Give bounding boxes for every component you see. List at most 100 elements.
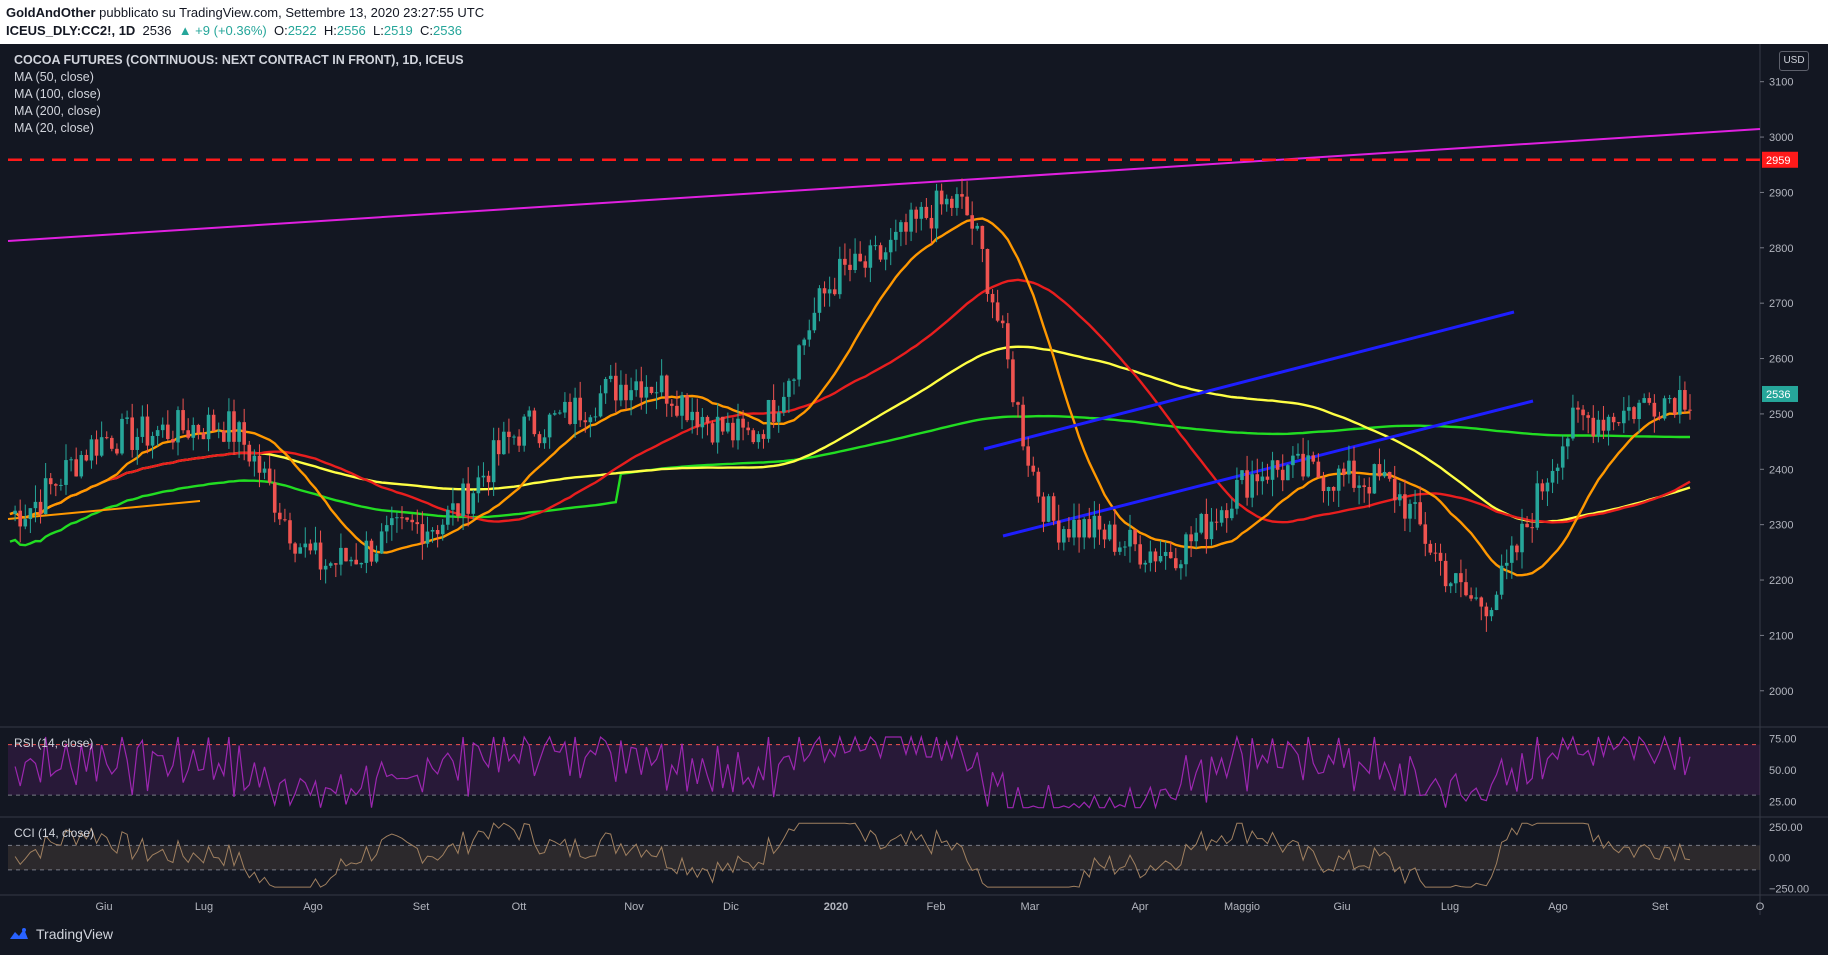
candle-body	[1632, 407, 1636, 420]
candle-body	[1148, 551, 1153, 563]
candle-body	[573, 397, 577, 424]
candle-body	[425, 531, 430, 544]
candle-body	[1469, 595, 1473, 599]
candle-body	[756, 434, 761, 443]
candle-body	[1189, 534, 1193, 542]
candle-body	[934, 190, 939, 229]
candle-body	[868, 245, 873, 268]
tradingview-icon	[10, 928, 28, 939]
resistance-price-label: 2959	[1766, 155, 1790, 167]
candle-body	[1515, 545, 1519, 553]
legend-ma200[interactable]: MA (200, close)	[14, 104, 101, 118]
high-value: 2556	[336, 23, 366, 38]
candle-body	[390, 518, 394, 526]
candle-body	[741, 418, 745, 428]
candle-body	[1387, 471, 1392, 479]
candle-body	[1316, 461, 1321, 478]
candle-body	[339, 547, 343, 565]
candle-body	[939, 190, 944, 205]
candle-body	[1179, 564, 1183, 569]
candle-body	[89, 439, 94, 461]
candle-body	[43, 478, 48, 515]
candle-body	[1489, 610, 1494, 617]
candle-body	[1637, 402, 1641, 420]
candle-body	[1525, 523, 1529, 528]
candle-body	[1306, 455, 1310, 477]
candle-body	[374, 553, 379, 562]
candle-body	[334, 563, 338, 565]
candle-body	[1194, 532, 1198, 542]
ma50-line	[9, 278, 1691, 524]
candle-body	[466, 483, 470, 514]
candle-body	[1062, 529, 1066, 543]
cci-tick-label: 250.00	[1769, 822, 1803, 834]
legend-ma20[interactable]: MA (20, close)	[14, 121, 94, 135]
candle-body	[125, 417, 129, 419]
candle-body	[1601, 419, 1606, 431]
candle-body	[1362, 485, 1366, 487]
candle-body	[1520, 523, 1524, 553]
ma200-line	[9, 414, 1690, 547]
candle-body	[1260, 476, 1265, 482]
candle-body	[1642, 398, 1646, 403]
candle-body	[1163, 551, 1168, 556]
candle-body	[1046, 496, 1051, 522]
candle-body	[491, 440, 496, 483]
candle-body	[349, 559, 353, 562]
candle-body	[1291, 455, 1295, 466]
candle-body	[736, 418, 740, 441]
candle-body	[1072, 519, 1076, 538]
candle-body	[812, 312, 817, 331]
rsi-label[interactable]: RSI (14, close)	[14, 736, 94, 750]
channel-upper	[983, 310, 1515, 451]
candle-body	[822, 288, 827, 294]
candle-body	[191, 424, 196, 438]
cci-label[interactable]: CCI (14, close)	[14, 826, 95, 840]
ohlc-line: ICEUS_DLY:CC2!, 1D 2536 ▲ +9 (+0.36%) O:…	[6, 23, 462, 38]
candle-body	[410, 519, 414, 523]
candle-body	[1382, 471, 1387, 477]
candle-body	[171, 438, 175, 443]
candle-body	[135, 436, 140, 450]
candle-body	[1133, 529, 1137, 545]
price-tick-label: 2200	[1769, 575, 1793, 587]
candle-body	[1540, 483, 1545, 492]
candle-body	[883, 252, 888, 260]
candle-body	[476, 477, 481, 494]
time-tick-label: Dic	[723, 901, 739, 913]
footer: TradingView	[0, 915, 1828, 955]
candle-body	[960, 194, 964, 197]
candle-body	[1118, 547, 1122, 552]
tradingview-logo[interactable]: TradingView	[8, 926, 113, 942]
candle-body	[512, 436, 516, 438]
candle-body	[746, 427, 750, 431]
candle-body	[664, 375, 669, 404]
rsi-band	[8, 744, 1760, 796]
candle-body	[227, 411, 231, 442]
drawings	[7, 128, 1761, 538]
candle-body	[1230, 508, 1234, 519]
currency-button[interactable]: USD	[1779, 51, 1809, 71]
candle-body	[1143, 562, 1148, 565]
candle-body	[527, 410, 532, 417]
legend-ma50[interactable]: MA (50, close)	[14, 70, 94, 84]
candle-body	[1296, 453, 1300, 456]
candle-body	[1408, 503, 1412, 519]
candle-body	[201, 432, 206, 440]
candle-body	[985, 248, 990, 294]
candle-body	[323, 565, 328, 570]
candle-body	[1153, 551, 1158, 562]
candle-body	[288, 520, 292, 544]
candle-body	[894, 231, 898, 240]
legend-ma100[interactable]: MA (100, close)	[14, 87, 101, 101]
candle-body	[680, 395, 684, 416]
candle-body	[1199, 513, 1204, 533]
candle-body	[267, 468, 272, 483]
candle-body	[435, 530, 440, 535]
candle-body	[863, 261, 868, 268]
candle-body	[237, 422, 241, 442]
price-chart[interactable]: 75.00 50.00 25.00 250.00 0.00 −250.00 3100 30…	[0, 44, 1828, 915]
author-name[interactable]: GoldAndOther	[6, 5, 96, 20]
candle-body	[298, 547, 302, 554]
candle-body	[1647, 398, 1652, 403]
